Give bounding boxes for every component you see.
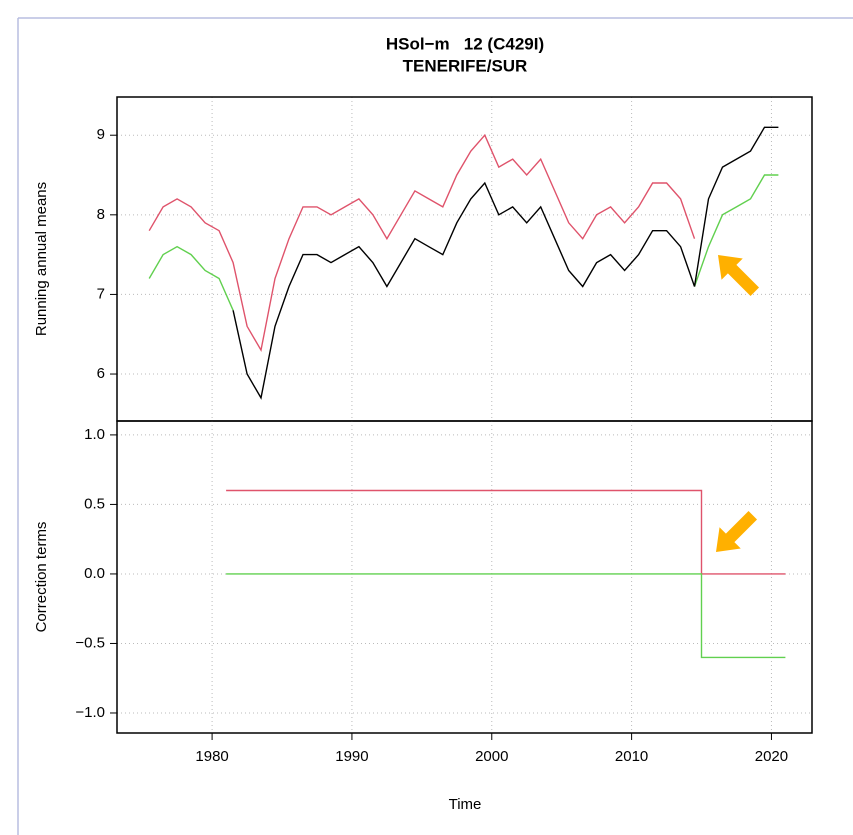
data-line xyxy=(232,126,779,400)
y-tick-label: 7 xyxy=(97,285,105,302)
y-tick-label: −1.0 xyxy=(75,704,105,721)
y-tick-label: 6 xyxy=(97,365,105,382)
chart-subtitle: TENERIFE/SUR xyxy=(403,56,528,75)
x-tick-label: 2010 xyxy=(615,748,648,765)
y-tick-label: 9 xyxy=(97,126,105,143)
plots: 6 7 8 9 −1.0 −0.5 0.0 0.5 1.0 1980 1990 2000 2010 202… xyxy=(75,96,813,765)
y-tick-label: 1.0 xyxy=(84,426,105,443)
x-tick-label: 1990 xyxy=(335,748,368,765)
arrow xyxy=(716,510,758,552)
y-tick-label: 0.0 xyxy=(84,565,105,582)
x-tick-label: 2020 xyxy=(755,748,788,765)
data-line xyxy=(148,174,779,311)
data-line xyxy=(226,489,786,575)
data-line xyxy=(226,573,786,659)
x-tick-label: 1980 xyxy=(195,748,228,765)
arrow xyxy=(718,255,760,297)
chart-title: HSol−m 12 (C429I) xyxy=(386,34,544,53)
y-axis-label: Correction terms xyxy=(33,522,50,633)
plot-box xyxy=(116,420,813,734)
x-axis-label: Time xyxy=(449,796,482,813)
data-line xyxy=(148,133,696,353)
plot-box xyxy=(116,96,813,422)
x-tick-label: 2000 xyxy=(475,748,508,765)
y-axis-label: Running annual means xyxy=(33,182,50,336)
y-tick-label: −0.5 xyxy=(75,634,105,651)
y-tick-label: 0.5 xyxy=(84,495,105,512)
y-tick-label: 8 xyxy=(97,206,105,223)
